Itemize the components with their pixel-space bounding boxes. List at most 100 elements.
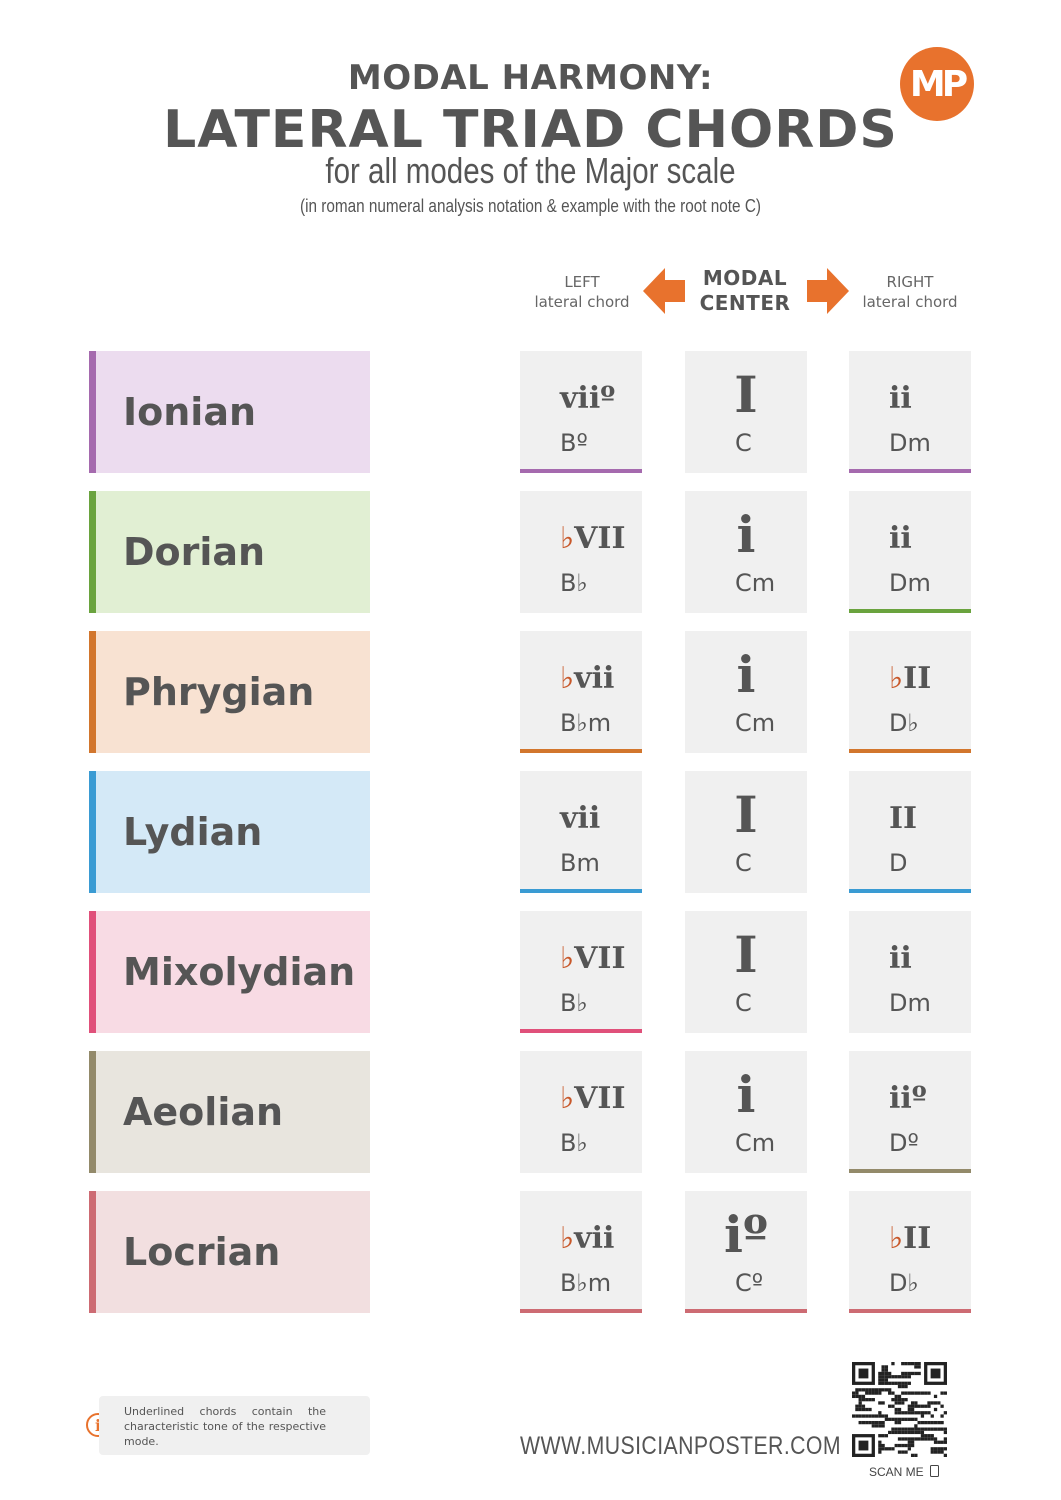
- chord-name: C: [735, 989, 752, 1017]
- chord-name: Cm: [735, 569, 776, 597]
- chord-name: B♭m: [560, 1269, 612, 1297]
- mode-name: Aeolian: [123, 1090, 284, 1134]
- flat-sign: ♭: [889, 1221, 904, 1256]
- right-chord-cell: ♭II D♭: [849, 1191, 971, 1313]
- roman-numeral-text: i: [736, 645, 756, 704]
- left-chord-cell: viiº Bº: [520, 351, 642, 473]
- chord-name: B♭: [560, 989, 588, 1017]
- legend-note-text: Underlined chords contain the characteri…: [124, 1405, 326, 1448]
- chord-name: C: [735, 429, 752, 457]
- mode-name: Locrian: [123, 1230, 281, 1274]
- roman-numeral-text: ii: [889, 381, 912, 416]
- roman-numeral-text: II: [903, 1221, 932, 1256]
- chord-name: Dm: [889, 989, 931, 1017]
- roman-numeral-text: I: [734, 785, 758, 844]
- mode-name: Phrygian: [123, 670, 315, 714]
- roman-numeral-text: I: [734, 365, 758, 424]
- characteristic-underline: [849, 749, 971, 753]
- mode-name: Mixolydian: [123, 950, 356, 994]
- roman-numeral-text: ii: [889, 521, 912, 556]
- chord-name: B♭: [560, 1129, 588, 1157]
- characteristic-underline: [520, 1309, 642, 1313]
- mode-label-lydian: Lydian: [89, 771, 370, 893]
- roman-numeral: ♭VII: [560, 1081, 626, 1116]
- left-chord-cell: ♭vii B♭m: [520, 631, 642, 753]
- flat-sign: ♭: [560, 661, 575, 696]
- center-chord-cell: i Cm: [685, 1051, 807, 1173]
- mode-label-locrian: Locrian: [89, 1191, 370, 1313]
- center-chord-cell: i Cm: [685, 491, 807, 613]
- chord-name: D: [889, 849, 908, 877]
- chord-name: D♭: [889, 709, 919, 737]
- phone-icon: [930, 1465, 940, 1477]
- flat-sign: ♭: [560, 1081, 575, 1116]
- roman-numeral-text: viiº: [560, 381, 616, 416]
- roman-numeral-text: II: [889, 801, 918, 836]
- right-chord-cell: iiº Dº: [849, 1051, 971, 1173]
- mode-name: Ionian: [123, 390, 257, 434]
- arrow-right-icon: [807, 268, 849, 314]
- left-chord-cell: ♭VII B♭: [520, 491, 642, 613]
- center-header-bottom: CENTER: [699, 291, 791, 315]
- roman-numeral-text: II: [903, 661, 932, 696]
- left-header-top: LEFT: [564, 273, 600, 291]
- roman-numeral-text: vii: [574, 661, 615, 696]
- center-chord-cell: iº Cº: [685, 1191, 807, 1313]
- mode-name: Lydian: [123, 810, 263, 854]
- right-chord-cell: ♭II D♭: [849, 631, 971, 753]
- left-header-bottom: lateral chord: [534, 293, 630, 311]
- roman-numeral-text: ii: [889, 941, 912, 976]
- roman-numeral-text: VII: [574, 1081, 626, 1116]
- left-chord-cell: ♭VII B♭: [520, 1051, 642, 1173]
- legend-note: Underlined chords contain the characteri…: [99, 1396, 370, 1455]
- roman-numeral: vii: [560, 801, 600, 836]
- chord-name: Cm: [735, 709, 776, 737]
- scan-me-label: SCAN ME: [869, 1465, 940, 1479]
- website-link[interactable]: WWW.MUSICIANPOSTER.COM: [520, 1432, 842, 1460]
- subtitle-note: (in roman numeral analysis notation & ex…: [300, 196, 761, 216]
- arrow-left-icon: [643, 268, 685, 314]
- chord-name: Cm: [735, 1129, 776, 1157]
- mode-label-phrygian: Phrygian: [89, 631, 370, 753]
- center-chord-cell: i Cm: [685, 631, 807, 753]
- brand-logo: MP: [900, 47, 974, 121]
- right-chord-cell: II D: [849, 771, 971, 893]
- subtitle: for all modes of the Major scale: [325, 150, 736, 191]
- roman-numeral-text: I: [734, 925, 758, 984]
- flat-sign: ♭: [560, 1221, 575, 1256]
- roman-numeral-text: i: [736, 505, 756, 564]
- title-line-2: LATERAL TRIAD CHORDS: [163, 100, 898, 160]
- right-header-bottom: lateral chord: [862, 293, 958, 311]
- characteristic-underline: [849, 889, 971, 893]
- characteristic-underline: [685, 1309, 807, 1313]
- roman-numeral: i: [685, 645, 807, 704]
- right-chord-cell: ii Dm: [849, 351, 971, 473]
- roman-numeral: ♭vii: [560, 1221, 614, 1256]
- roman-numeral: ii: [889, 521, 912, 556]
- roman-numeral: ♭vii: [560, 661, 614, 696]
- roman-numeral: I: [685, 785, 807, 844]
- roman-numeral-text: i: [736, 1065, 756, 1124]
- chord-name: B♭: [560, 569, 588, 597]
- roman-numeral: i: [685, 1065, 807, 1124]
- roman-numeral: iiº: [889, 1081, 927, 1116]
- right-column-header: RIGHT lateral chord: [845, 272, 975, 312]
- characteristic-underline: [849, 1169, 971, 1173]
- right-chord-cell: ii Dm: [849, 491, 971, 613]
- flat-sign: ♭: [560, 941, 575, 976]
- characteristic-underline: [520, 889, 642, 893]
- mode-label-mixolydian: Mixolydian: [89, 911, 370, 1033]
- characteristic-underline: [520, 749, 642, 753]
- roman-numeral: viiº: [560, 381, 615, 416]
- roman-numeral: I: [685, 925, 807, 984]
- chord-name: Bm: [560, 849, 600, 877]
- roman-numeral-text: iº: [724, 1205, 768, 1264]
- roman-numeral-text: VII: [574, 521, 626, 556]
- mode-label-aeolian: Aeolian: [89, 1051, 370, 1173]
- mode-label-ionian: Ionian: [89, 351, 370, 473]
- characteristic-underline: [520, 1029, 642, 1033]
- chord-name: Dº: [889, 1129, 919, 1157]
- roman-numeral: ii: [889, 381, 912, 416]
- flat-sign: ♭: [560, 521, 575, 556]
